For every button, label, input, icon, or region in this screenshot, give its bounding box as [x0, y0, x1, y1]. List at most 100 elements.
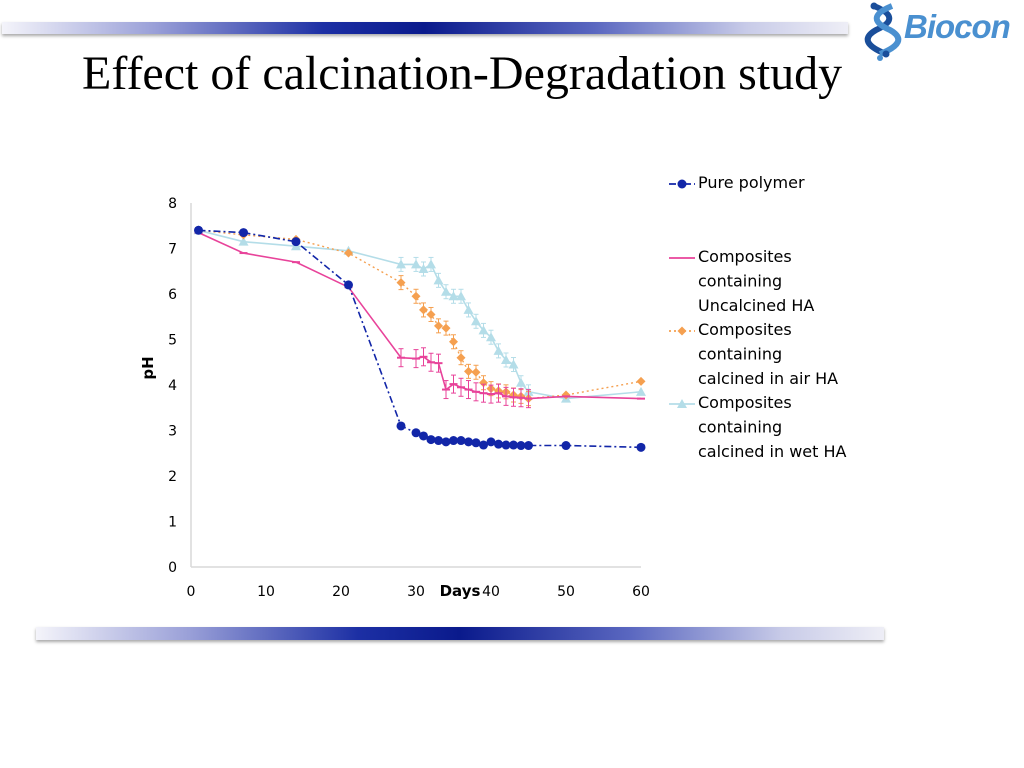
y-tick-label: 5	[168, 333, 177, 349]
legend-label: Pure polymer	[698, 173, 805, 192]
data-point	[419, 305, 428, 315]
data-point	[494, 439, 503, 449]
data-point	[456, 436, 466, 446]
data-point	[493, 345, 504, 355]
y-tick-label: 0	[168, 560, 177, 576]
data-point	[291, 237, 301, 247]
data-point	[516, 441, 526, 451]
x-tick-label: 40	[482, 584, 500, 600]
data-point	[411, 259, 421, 269]
data-point	[486, 332, 496, 342]
legend-label: Composites	[698, 393, 792, 412]
legend-label: calcined in wet HA	[698, 442, 847, 461]
data-point	[509, 440, 518, 450]
data-point	[426, 309, 436, 319]
data-point	[501, 440, 511, 450]
data-point	[433, 275, 444, 285]
y-axis-label: pH	[139, 356, 157, 379]
series-uncalcined	[194, 231, 645, 409]
data-point	[449, 436, 458, 446]
x-tick-label: 20	[332, 584, 350, 600]
y-tick-label: 2	[168, 469, 177, 485]
data-point	[524, 441, 533, 451]
data-point	[411, 291, 421, 301]
data-point	[508, 359, 519, 369]
data-point	[677, 399, 687, 408]
legend-label: containing	[698, 272, 782, 291]
data-point	[418, 263, 429, 273]
x-tick-label: 10	[257, 584, 275, 600]
data-point	[464, 437, 473, 447]
series-line	[198, 229, 642, 449]
data-point	[396, 259, 406, 269]
data-point	[419, 431, 428, 441]
biocon-logo: Biocon	[864, 2, 1024, 61]
y-tick-label: 1	[168, 515, 177, 531]
data-point	[471, 367, 481, 377]
data-point	[239, 228, 248, 238]
data-point	[456, 291, 466, 301]
y-tick-label: 4	[168, 378, 177, 394]
data-point	[426, 259, 436, 269]
data-point	[479, 440, 488, 450]
series-air	[194, 225, 646, 407]
series-wet	[193, 225, 646, 403]
data-point	[636, 442, 646, 452]
legend-label: containing	[698, 345, 782, 364]
legend-label: Composites	[698, 247, 792, 266]
data-point	[464, 366, 473, 376]
data-point	[441, 437, 451, 447]
legend-item-wet: Composites containing calcined in wet HA	[669, 393, 847, 461]
legend-label: Composites	[698, 320, 792, 339]
x-tick-label: 30	[407, 584, 425, 600]
x-axis-label: Days	[440, 582, 481, 600]
data-point	[471, 316, 481, 326]
y-tick-label: 6	[168, 287, 177, 303]
slide-title: Effect of calcination-Degradation study	[82, 47, 843, 100]
series-line	[198, 231, 642, 400]
top-decor-bar	[2, 22, 848, 34]
legend-label: containing	[698, 418, 782, 437]
series-line	[198, 229, 642, 400]
data-point	[561, 441, 571, 451]
data-point	[344, 248, 353, 258]
data-point	[448, 291, 459, 301]
data-point	[636, 386, 646, 396]
data-point	[456, 353, 466, 363]
data-point	[238, 236, 249, 246]
bottom-decor-bar	[36, 627, 884, 640]
series-line	[198, 229, 642, 400]
data-point	[501, 354, 511, 364]
data-point	[636, 376, 646, 386]
data-point	[194, 225, 203, 235]
y-tick-label: 3	[168, 424, 177, 440]
data-point	[411, 428, 421, 438]
logo-helix-icon	[864, 2, 902, 61]
data-point	[463, 304, 474, 314]
data-point	[486, 437, 496, 447]
y-tick-label: 7	[168, 242, 177, 258]
data-point	[478, 325, 489, 335]
legend-label: Uncalcined HA	[698, 296, 814, 315]
data-point	[677, 179, 687, 189]
x-tick-label: 0	[187, 584, 196, 600]
data-point	[396, 421, 406, 431]
legend-item-pure: Pure polymer	[669, 173, 805, 192]
y-tick-label: 8	[168, 196, 177, 212]
data-point	[471, 438, 481, 448]
data-point	[516, 377, 526, 387]
data-point	[677, 326, 687, 336]
data-point	[396, 278, 406, 288]
data-point	[441, 323, 451, 333]
x-tick-label: 50	[557, 584, 575, 600]
data-point	[434, 321, 443, 331]
data-point	[344, 280, 353, 290]
x-tick-label: 60	[632, 584, 650, 600]
data-point	[449, 337, 458, 347]
legend-item-uncalcined: Composites containing Uncalcined HA	[669, 247, 814, 315]
legend-label: calcined in air HA	[698, 369, 838, 388]
data-point	[479, 378, 488, 388]
data-point	[441, 286, 451, 296]
series-pure	[194, 225, 646, 452]
